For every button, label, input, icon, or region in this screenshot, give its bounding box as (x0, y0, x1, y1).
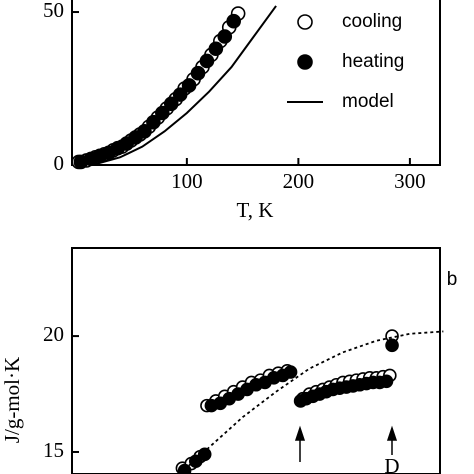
legend-marker (297, 14, 313, 30)
data-point (385, 338, 399, 353)
x-tick-label: 300 (394, 169, 426, 193)
y-tick-label: 20 (43, 322, 64, 346)
data-point (217, 29, 233, 44)
legend-label: cooling (342, 11, 402, 32)
y-axis-label: J/g-mol·K (0, 357, 24, 443)
legend-label: heating (342, 51, 404, 72)
data-point (155, 105, 170, 121)
y-tick-label: 50 (43, 0, 64, 22)
data-point (181, 78, 197, 93)
data-point (172, 87, 188, 102)
model-line (178, 330, 444, 474)
x-axis-label: T, K (237, 198, 274, 222)
y-tick-label: 0 (54, 151, 65, 175)
data-point (379, 374, 394, 389)
data-point (163, 96, 179, 112)
panel-label: b (447, 269, 458, 290)
legend-marker (297, 54, 313, 70)
data-point (188, 454, 203, 469)
data-point (137, 124, 152, 139)
data-point (146, 114, 161, 130)
data-point (197, 447, 212, 462)
legend-label: model (342, 91, 394, 112)
y-tick-label: 15 (43, 438, 64, 462)
x-tick-label: 100 (171, 169, 203, 193)
model-line (75, 5, 277, 166)
data-point (226, 13, 241, 29)
plot-frame (71, 0, 441, 166)
arrow (294, 425, 398, 462)
plot-frame (71, 247, 441, 474)
data-point (199, 53, 215, 69)
data-point (190, 65, 206, 81)
x-tick-label: 200 (283, 169, 315, 193)
data-point (208, 41, 224, 57)
data-point (283, 365, 298, 379)
annotation: D (384, 454, 399, 474)
